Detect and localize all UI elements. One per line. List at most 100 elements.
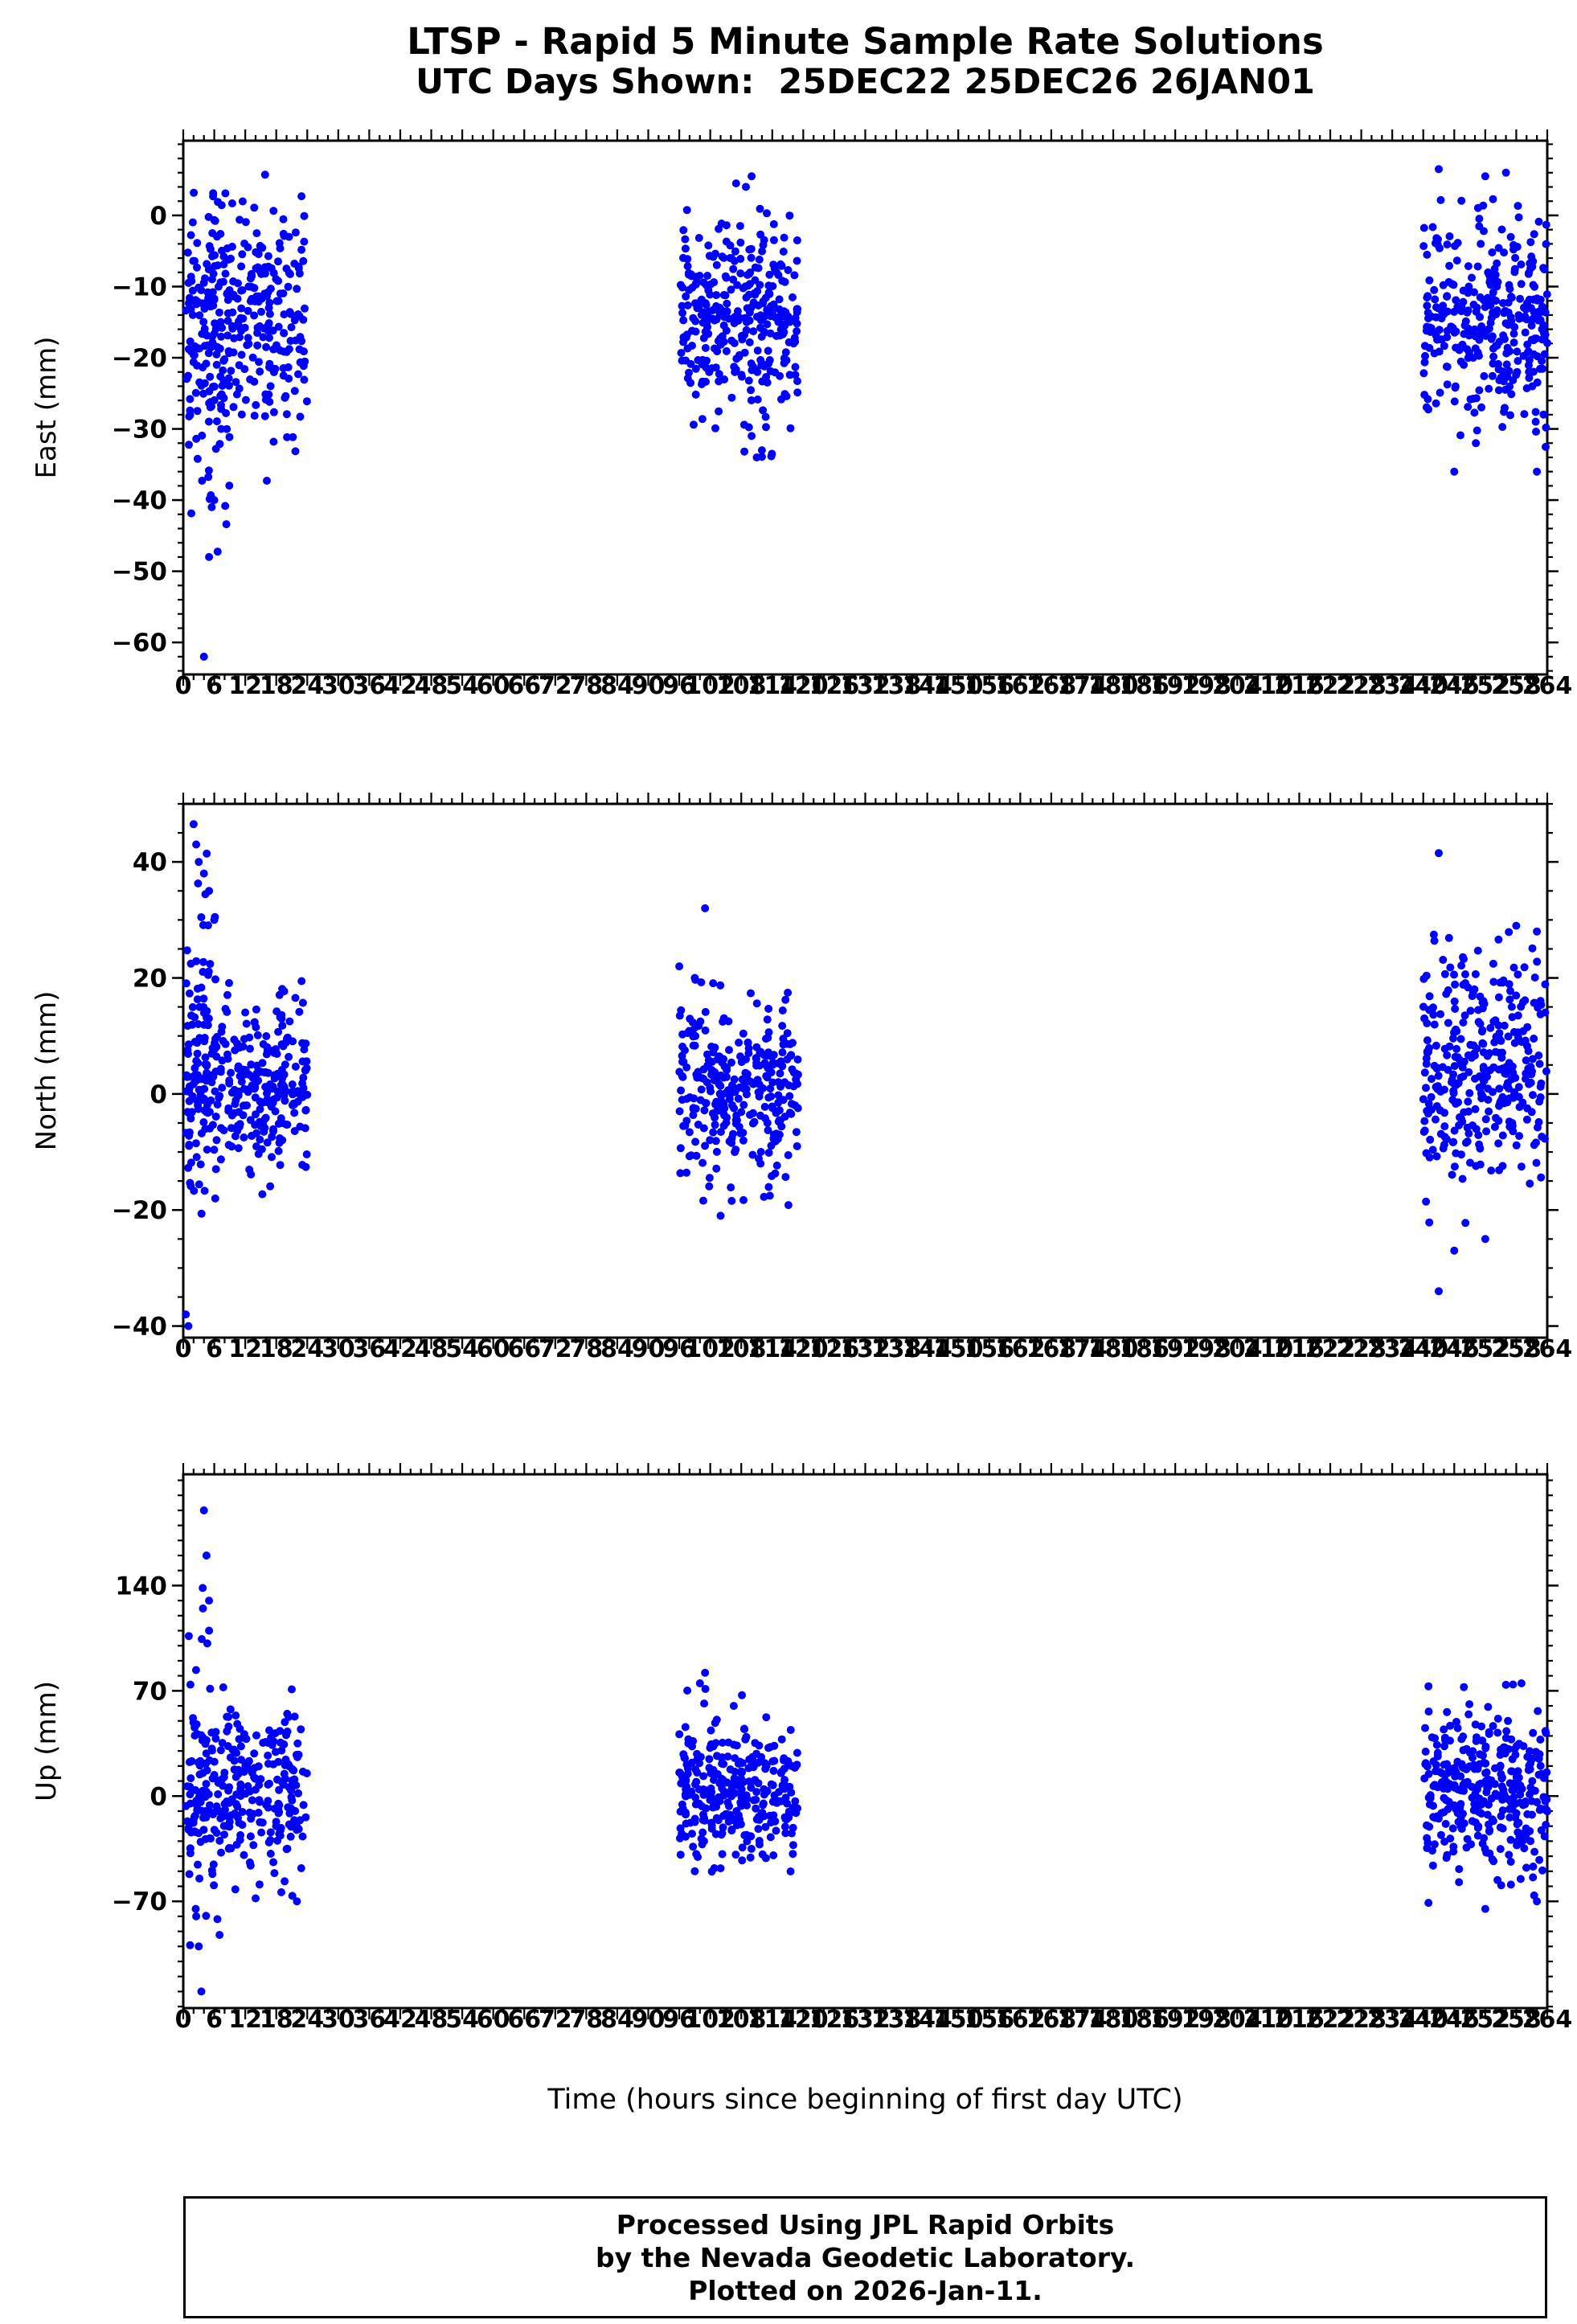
svg-text:114: 114 bbox=[747, 672, 797, 700]
svg-text:66: 66 bbox=[507, 1335, 541, 1363]
svg-text:12: 12 bbox=[228, 672, 262, 700]
svg-text:198: 198 bbox=[1181, 2006, 1231, 2034]
svg-text:24: 24 bbox=[290, 1335, 324, 1363]
north-scatter-plot: 0 6 12182430364248546066727884909610210811… bbox=[112, 793, 1573, 1363]
svg-text:234: 234 bbox=[1367, 1335, 1418, 1363]
svg-text:72: 72 bbox=[539, 1335, 572, 1363]
svg-text:72: 72 bbox=[539, 672, 572, 700]
svg-text:54: 54 bbox=[445, 672, 479, 700]
x-axis-title: Time (hours since beginning of first day… bbox=[547, 2084, 1183, 2116]
svg-text:−40: −40 bbox=[112, 1313, 167, 1342]
svg-text:204: 204 bbox=[1212, 2006, 1263, 2034]
svg-text:174: 174 bbox=[1057, 2006, 1108, 2034]
svg-text:192: 192 bbox=[1150, 2006, 1201, 2034]
svg-text:72: 72 bbox=[539, 2006, 572, 2034]
svg-text:210: 210 bbox=[1243, 2006, 1294, 2034]
svg-text:40: 40 bbox=[133, 848, 167, 877]
svg-text:24: 24 bbox=[290, 2006, 324, 2034]
svg-text:−10: −10 bbox=[112, 273, 167, 301]
svg-text:60: 60 bbox=[477, 672, 510, 700]
svg-text:42: 42 bbox=[383, 2006, 417, 2034]
svg-text:240: 240 bbox=[1398, 1335, 1448, 1363]
svg-text:156: 156 bbox=[964, 1335, 1014, 1363]
svg-text:36: 36 bbox=[353, 1335, 387, 1363]
svg-text:126: 126 bbox=[809, 1335, 860, 1363]
svg-text:234: 234 bbox=[1367, 2006, 1418, 2034]
svg-text:180: 180 bbox=[1088, 672, 1139, 700]
svg-text:70: 70 bbox=[133, 1677, 167, 1706]
svg-text:174: 174 bbox=[1057, 672, 1108, 700]
svg-text:216: 216 bbox=[1274, 1335, 1325, 1363]
svg-text:192: 192 bbox=[1150, 1335, 1201, 1363]
svg-text:162: 162 bbox=[995, 672, 1046, 700]
svg-text:18: 18 bbox=[260, 1335, 293, 1363]
svg-text:114: 114 bbox=[747, 1335, 797, 1363]
svg-text:222: 222 bbox=[1305, 2006, 1356, 2034]
svg-text:102: 102 bbox=[685, 1335, 735, 1363]
svg-text:150: 150 bbox=[933, 1335, 984, 1363]
svg-text:114: 114 bbox=[747, 2006, 797, 2034]
svg-text:210: 210 bbox=[1243, 1335, 1294, 1363]
svg-text:246: 246 bbox=[1429, 1335, 1480, 1363]
svg-text:−50: −50 bbox=[112, 558, 167, 587]
svg-text:162: 162 bbox=[995, 1335, 1046, 1363]
svg-text:−60: −60 bbox=[112, 629, 167, 658]
svg-text:60: 60 bbox=[477, 2006, 510, 2034]
east-scatter-plot: 0 6 12182430364248546066727884909610210811… bbox=[112, 129, 1573, 700]
svg-text:228: 228 bbox=[1336, 2006, 1387, 2034]
svg-text:30: 30 bbox=[322, 672, 355, 700]
svg-text:20: 20 bbox=[133, 965, 167, 994]
svg-text:108: 108 bbox=[716, 1335, 767, 1363]
footer-line-1: Processed Using JPL Rapid Orbits bbox=[616, 2208, 1115, 2240]
svg-text:36: 36 bbox=[353, 2006, 387, 2034]
svg-text:138: 138 bbox=[871, 2006, 922, 2034]
svg-text:140: 140 bbox=[115, 1572, 167, 1601]
svg-text:66: 66 bbox=[507, 2006, 541, 2034]
svg-text:216: 216 bbox=[1274, 672, 1325, 700]
svg-text:84: 84 bbox=[600, 672, 634, 700]
svg-text:90: 90 bbox=[632, 1335, 666, 1363]
svg-text:264: 264 bbox=[1522, 672, 1573, 700]
svg-text:258: 258 bbox=[1491, 2006, 1542, 2034]
footer-box: Processed Using JPL Rapid Orbits by the … bbox=[183, 2196, 1547, 2318]
svg-text:264: 264 bbox=[1522, 2006, 1573, 2034]
svg-text:6: 6 bbox=[206, 1335, 223, 1363]
svg-text:66: 66 bbox=[507, 672, 541, 700]
svg-text:54: 54 bbox=[445, 1335, 479, 1363]
svg-text:0: 0 bbox=[150, 202, 167, 231]
plot-subtitle: UTC Days Shown: 25DEC22 25DEC26 26JAN01 bbox=[416, 62, 1315, 102]
svg-text:96: 96 bbox=[662, 672, 696, 700]
svg-text:204: 204 bbox=[1212, 1335, 1263, 1363]
svg-text:180: 180 bbox=[1088, 1335, 1139, 1363]
svg-text:84: 84 bbox=[600, 1335, 634, 1363]
svg-text:−40: −40 bbox=[112, 486, 167, 515]
svg-text:198: 198 bbox=[1181, 1335, 1231, 1363]
svg-text:234: 234 bbox=[1367, 672, 1418, 700]
svg-text:54: 54 bbox=[445, 2006, 479, 2034]
svg-text:144: 144 bbox=[902, 2006, 952, 2034]
svg-text:144: 144 bbox=[902, 672, 952, 700]
svg-text:120: 120 bbox=[778, 672, 829, 700]
svg-text:36: 36 bbox=[353, 672, 387, 700]
svg-text:96: 96 bbox=[662, 2006, 696, 2034]
svg-text:120: 120 bbox=[778, 2006, 829, 2034]
svg-text:138: 138 bbox=[871, 672, 922, 700]
svg-text:168: 168 bbox=[1026, 672, 1077, 700]
svg-text:240: 240 bbox=[1398, 672, 1448, 700]
svg-text:264: 264 bbox=[1522, 1335, 1573, 1363]
svg-text:120: 120 bbox=[778, 1335, 829, 1363]
svg-text:42: 42 bbox=[383, 1335, 417, 1363]
title-block: LTSP - Rapid 5 Minute Sample Rate Soluti… bbox=[183, 21, 1547, 102]
svg-text:18: 18 bbox=[260, 672, 293, 700]
svg-text:186: 186 bbox=[1119, 2006, 1169, 2034]
svg-text:30: 30 bbox=[322, 2006, 355, 2034]
svg-text:156: 156 bbox=[964, 672, 1014, 700]
svg-text:108: 108 bbox=[716, 672, 767, 700]
svg-text:138: 138 bbox=[871, 1335, 922, 1363]
svg-text:192: 192 bbox=[1150, 672, 1201, 700]
svg-text:168: 168 bbox=[1026, 2006, 1077, 2034]
svg-text:126: 126 bbox=[809, 2006, 860, 2034]
svg-text:258: 258 bbox=[1491, 672, 1542, 700]
svg-text:6: 6 bbox=[206, 2006, 223, 2034]
